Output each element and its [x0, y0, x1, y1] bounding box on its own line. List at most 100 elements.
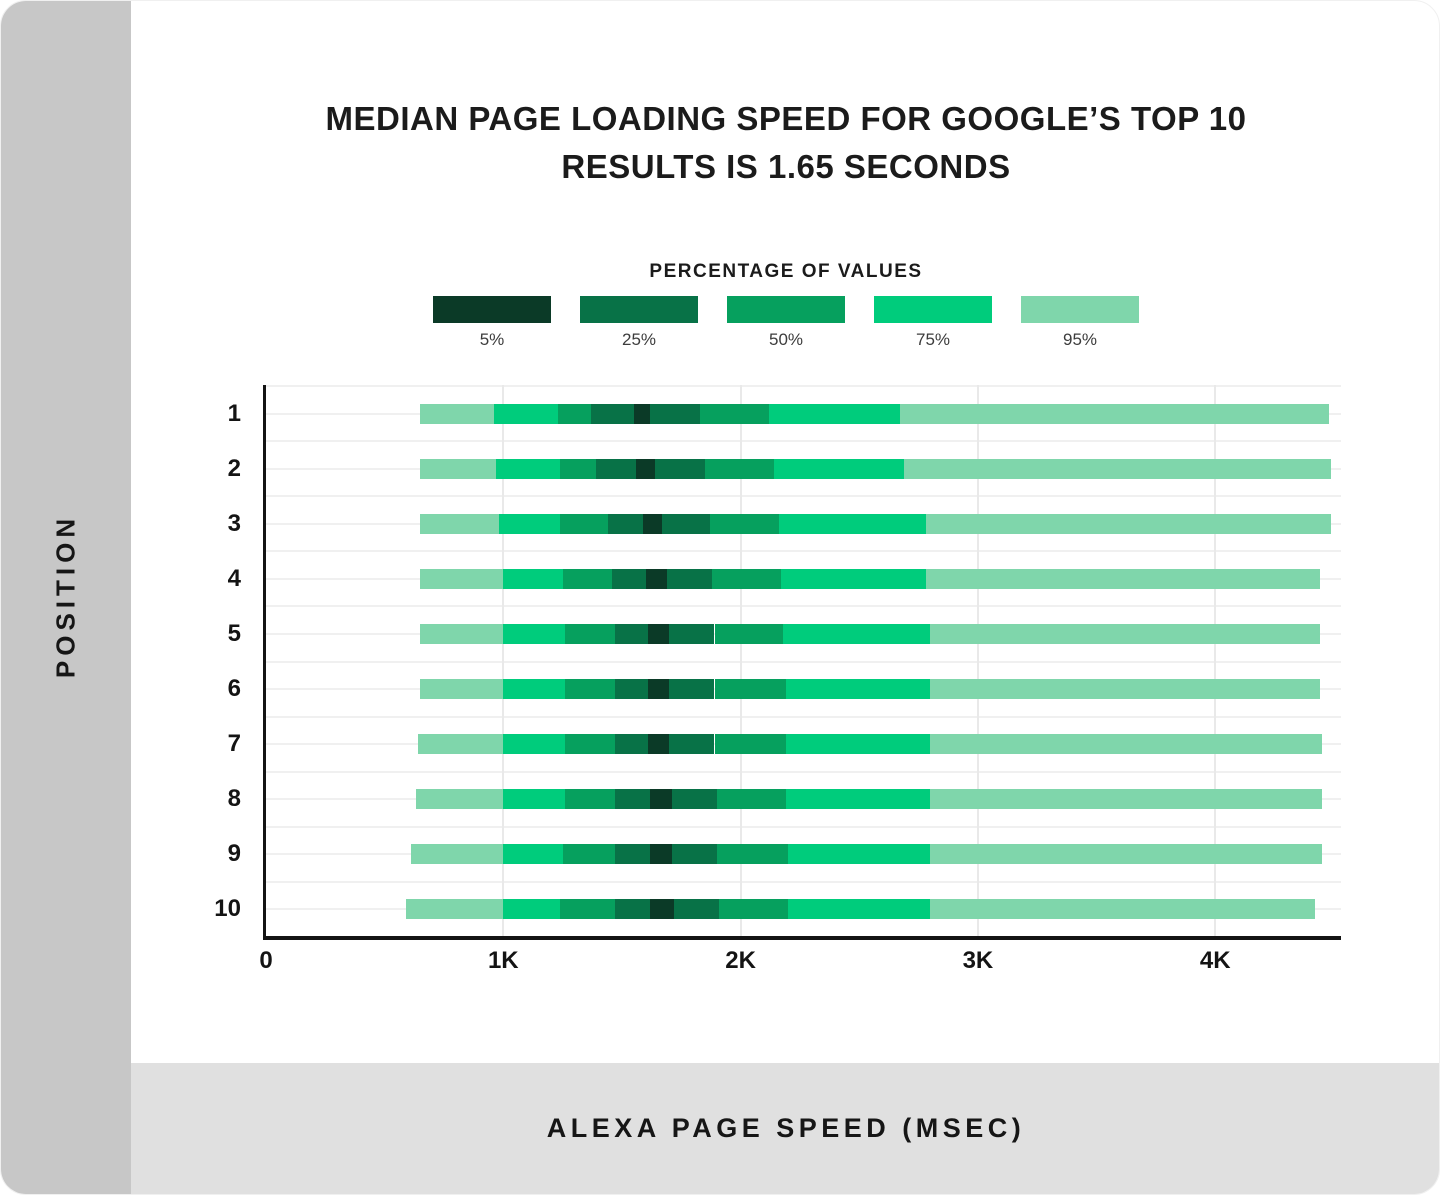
- legend-item: 50%: [727, 296, 845, 350]
- y-axis-label: 6: [227, 675, 241, 702]
- legend-label: 95%: [1062, 330, 1098, 349]
- bar-segment-50%: [560, 514, 608, 534]
- bar-segment-50%: [557, 404, 592, 424]
- bar-segment-50%: [716, 844, 789, 864]
- bar-segment-75%: [785, 789, 931, 809]
- bar-segment-5%: [650, 844, 672, 864]
- legend-item: 95%: [1021, 296, 1139, 350]
- bar-segment-50%: [565, 789, 615, 809]
- bar-segment-50%: [560, 899, 615, 919]
- bar-segment-95%: [420, 679, 504, 699]
- legend-label: 50%: [768, 330, 804, 349]
- bar-segment-5%: [650, 899, 675, 919]
- bar-segment-25%: [614, 679, 649, 699]
- gridline-horizontal: [266, 495, 1341, 498]
- x-axis-label: 3K: [962, 947, 994, 974]
- bar-segment-75%: [493, 404, 558, 424]
- gridline-horizontal: [266, 660, 1341, 663]
- bar-segment-25%: [669, 624, 715, 644]
- bar-segment-25%: [662, 514, 710, 534]
- chart-title-line2: RESULTS IS 1.65 SECONDS: [561, 148, 1011, 185]
- bar-segment-75%: [788, 899, 931, 919]
- bar-segment-75%: [503, 624, 565, 644]
- bar-segment-50%: [705, 459, 774, 479]
- bar-segment-50%: [714, 679, 786, 699]
- gridline-vertical: [1214, 385, 1217, 936]
- bar-segment-50%: [560, 459, 596, 479]
- legend-swatch: [874, 296, 992, 323]
- bar-segment-25%: [595, 459, 637, 479]
- bar-segment-95%: [925, 569, 1320, 589]
- bar-segment-75%: [769, 404, 900, 424]
- bar-segment-50%: [712, 569, 781, 589]
- legend-title: PERCENTAGE OF VALUES: [649, 261, 923, 282]
- y-axis-label: 8: [227, 785, 241, 812]
- bar-segment-75%: [503, 569, 563, 589]
- bar-segment-25%: [614, 734, 649, 754]
- bar-segment-5%: [648, 734, 670, 754]
- legend-label: 75%: [915, 330, 951, 349]
- gridline-vertical: [502, 385, 505, 936]
- bar-segment-5%: [633, 404, 651, 424]
- chart-area: MEDIAN PAGE LOADING SPEED FOR GOOGLE’S T…: [131, 1, 1439, 1065]
- bar-segment-95%: [420, 514, 499, 534]
- gridline-horizontal: [266, 550, 1341, 553]
- y-axis-label: 2: [227, 455, 241, 482]
- bar-segment-75%: [785, 679, 931, 699]
- bar-segment-50%: [565, 679, 615, 699]
- bar-segment-25%: [614, 789, 651, 809]
- bar-segment-95%: [904, 459, 1332, 479]
- bar-segment-95%: [930, 789, 1322, 809]
- legend-swatch: [580, 296, 698, 323]
- bar-segment-25%: [671, 789, 717, 809]
- bar-segment-95%: [420, 404, 494, 424]
- bar-segment-5%: [643, 514, 663, 534]
- gridline-horizontal: [266, 385, 1341, 387]
- bar-segment-25%: [612, 569, 646, 589]
- bar-segment-95%: [415, 789, 504, 809]
- gridline-horizontal: [266, 770, 1341, 773]
- bar-segment-25%: [614, 844, 651, 864]
- x-axis-title-bar: ALEXA PAGE SPEED (MSEC): [131, 1063, 1439, 1194]
- y-axis-label: 4: [227, 565, 241, 592]
- bar-segment-50%: [562, 844, 615, 864]
- bar-segment-50%: [565, 624, 615, 644]
- bar-segment-75%: [503, 734, 565, 754]
- legend: PERCENTAGE OF VALUES 5% 25% 50% 75% 95%: [131, 261, 1439, 350]
- x-axis-title: ALEXA PAGE SPEED (MSEC): [546, 1113, 1026, 1143]
- x-axis-label: 2K: [725, 947, 756, 974]
- bar-segment-50%: [562, 569, 613, 589]
- position-sidebar: [1, 1, 131, 1194]
- bar-row-position-6: [266, 679, 1341, 699]
- legend-swatch: [433, 296, 551, 323]
- bar-segment-75%: [496, 459, 561, 479]
- bar-segment-25%: [607, 514, 644, 534]
- legend-label: 5%: [479, 330, 505, 349]
- bar-segment-50%: [714, 734, 786, 754]
- bar-row-position-8: [266, 789, 1341, 809]
- bar-segment-25%: [650, 404, 701, 424]
- bar-row-position-5: [266, 624, 1341, 644]
- bar-segment-25%: [655, 459, 705, 479]
- bar-segment-50%: [714, 624, 784, 644]
- bar-segment-75%: [780, 569, 926, 589]
- gridline-horizontal: [266, 440, 1341, 443]
- bar-segment-25%: [671, 844, 717, 864]
- gridline-vertical: [739, 385, 742, 936]
- bar-segment-25%: [669, 679, 715, 699]
- bar-segment-95%: [930, 844, 1322, 864]
- y-axis-label: 5: [227, 620, 241, 647]
- gridline-horizontal: [266, 825, 1341, 828]
- bar-row-position-3: [266, 514, 1341, 534]
- y-axis-label: 10: [214, 895, 241, 922]
- legend-item: 25%: [580, 296, 698, 350]
- bar-segment-75%: [785, 734, 931, 754]
- bar-segment-75%: [503, 679, 565, 699]
- legend-items: 5% 25% 50% 75% 95%: [131, 296, 1439, 350]
- bar-row-position-9: [266, 844, 1341, 864]
- chart-title-line1: MEDIAN PAGE LOADING SPEED FOR GOOGLE’S T…: [325, 100, 1247, 137]
- bar-segment-75%: [788, 844, 931, 864]
- bar-segment-95%: [925, 514, 1332, 534]
- legend-item: 75%: [874, 296, 992, 350]
